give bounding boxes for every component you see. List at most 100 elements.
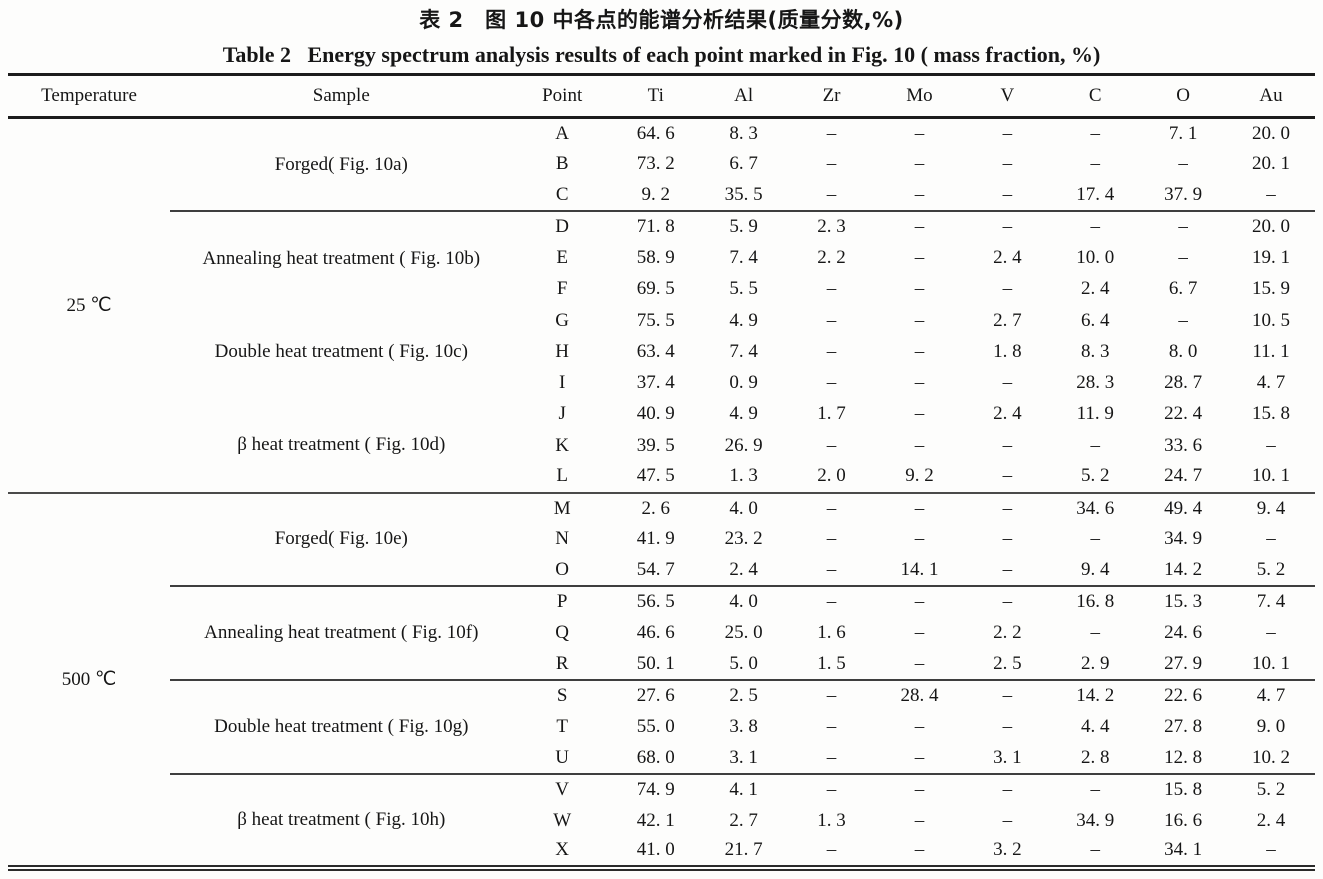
value-cell-al: 6. 7 (729, 153, 758, 175)
point-cell: J (558, 403, 566, 425)
value-cell-al: 3. 1 (699, 742, 788, 775)
value-cell-c: – (1090, 778, 1100, 800)
value-cell-mo: – (875, 180, 964, 213)
value-cell-mo: – (914, 591, 925, 613)
value-cell-al: 5. 9 (729, 216, 758, 238)
value-cell-o: – (1178, 153, 1188, 175)
value-cell-mo: – (914, 778, 925, 800)
value-cell-al: 7. 4 (729, 340, 758, 362)
value-cell-au: – (1266, 622, 1276, 644)
value-cell-au: – (1266, 839, 1276, 861)
value-cell-c: 8. 3 (1080, 340, 1110, 362)
value-cell-ti: 40. 9 (636, 403, 675, 425)
point-cell: F (556, 278, 568, 300)
temperature-cell: 500 ℃ (61, 668, 117, 690)
value-cell-c: 4. 4 (1080, 715, 1110, 737)
point-cell: H (555, 340, 570, 362)
value-cell-ti: 73. 2 (636, 153, 675, 175)
col-header-o: O (1139, 73, 1228, 119)
value-cell-al: 26. 9 (724, 434, 763, 456)
value-cell-mo: – (914, 216, 925, 238)
table-row-point-G: Double heat treatment ( Fig. 10c) G 75. 5 4… (8, 305, 1315, 362)
table-row-point-K: K 39. 5 26. 9 – – – – 33. 6 – (8, 430, 1315, 461)
value-cell-zr: – (787, 555, 876, 588)
value-cell-o: 22. 6 (1164, 685, 1203, 707)
table-row-point-C: C 9. 2 35. 5– – –17. 4 37. 9– (8, 180, 1315, 213)
value-cell-au: 20. 0 (1252, 122, 1291, 144)
value-cell-c: – (1090, 216, 1100, 238)
table-row-point-S: Double heat treatment ( Fig. 10g) S 27. 6 2… (8, 680, 1315, 775)
energy-spectrum-table: Temperature Sample Point Ti Al Zr Mo V C O Au 25 ℃… (8, 73, 1315, 871)
value-cell-ti: 47. 5 (611, 461, 700, 494)
value-cell-o: – (1178, 247, 1188, 269)
value-cell-mo: – (875, 742, 964, 775)
table-row-point-M: 500 ℃ Forged( Fig. 10e) M 2. 6 4. 0 – – – 34. 6 4… (8, 492, 1315, 690)
value-cell-ti: 41. 9 (636, 528, 675, 550)
value-cell-al: 5. 0 (699, 648, 788, 682)
point-cell: C (512, 180, 612, 213)
point-cell: R (512, 648, 612, 682)
value-cell-au: 20. 0 (1252, 216, 1291, 238)
value-cell-c: 34. 9 (1076, 809, 1115, 831)
value-cell-o: 37. 9 (1139, 180, 1228, 213)
value-cell-o: 34. 9 (1164, 528, 1203, 550)
value-cell-c: 2. 9 (1051, 648, 1140, 682)
value-cell-v: – (1002, 216, 1013, 238)
table-row-point-B: B 73. 2 6. 7 – – – – – 20. 1 (8, 149, 1315, 180)
table-row-point-D: Annealing heat treatment ( Fig. 10b) D 71.… (8, 211, 1315, 268)
value-cell-o: – (1178, 309, 1188, 331)
value-cell-al: 23. 2 (724, 528, 763, 550)
point-cell: K (555, 434, 570, 456)
col-header-au: Au (1227, 73, 1315, 119)
value-cell-au: 15. 8 (1252, 403, 1291, 425)
value-cell-o: 16. 6 (1164, 809, 1203, 831)
value-cell-ti: 64. 6 (636, 122, 675, 144)
value-cell-zr: – (826, 309, 837, 331)
value-cell-c: 5. 2 (1051, 461, 1140, 494)
col-header-mo: Mo (875, 73, 964, 119)
value-cell-ti: 58. 9 (636, 247, 675, 269)
table-row-point-H: H 63. 4 7. 4 – – 1. 8 8. 3 8. 0 11. 1 (8, 336, 1315, 367)
value-cell-c: 14. 2 (1076, 685, 1115, 707)
value-cell-v: – (1002, 778, 1013, 800)
value-cell-mo: – (875, 648, 964, 682)
value-cell-v: 1. 8 (993, 340, 1022, 362)
col-header-point: Point (512, 73, 612, 119)
value-cell-al: 2. 4 (699, 555, 788, 588)
value-cell-o: 12. 8 (1139, 742, 1228, 775)
value-cell-v: – (1002, 372, 1013, 394)
value-cell-v: – (1002, 715, 1013, 737)
value-cell-al: 0. 9 (729, 372, 758, 394)
value-cell-au: 9. 4 (1256, 497, 1286, 519)
value-cell-v: – (1002, 434, 1013, 456)
value-cell-mo: – (914, 153, 925, 175)
value-cell-mo: – (914, 528, 925, 550)
value-cell-al: 5. 5 (729, 278, 758, 300)
value-cell-c: – (1090, 528, 1100, 550)
value-cell-v: 2. 4 (993, 403, 1022, 425)
value-cell-al: 35. 5 (699, 180, 788, 213)
value-cell-au: 4. 7 (1256, 372, 1286, 394)
value-cell-mo: – (914, 278, 925, 300)
value-cell-c: 2. 4 (1080, 278, 1110, 300)
value-cell-ti: 74. 9 (636, 778, 675, 800)
value-cell-v: 2. 5 (963, 648, 1052, 682)
value-cell-zr: 1. 3 (817, 809, 846, 831)
col-header-zr: Zr (787, 73, 876, 119)
point-cell: S (556, 685, 568, 707)
value-cell-mo: 28. 4 (900, 685, 939, 707)
table-row-point-T: T 55. 0 3. 8 – – – 4. 4 27. 8 9. 0 (8, 711, 1315, 742)
value-cell-zr: 1. 7 (817, 403, 846, 425)
col-header-sample: Sample (170, 73, 513, 119)
value-cell-c: 9. 4 (1051, 555, 1140, 588)
value-cell-au: 15. 9 (1252, 278, 1291, 300)
table-row-point-F: F 69. 5 5. 5 – – – 2. 4 6. 7 15. 9 (8, 274, 1315, 305)
table-row-point-E: E 58. 9 7. 4 2. 2 – 2. 4 10. 0 – 19. 1 (8, 243, 1315, 274)
point-cell: O (512, 555, 612, 588)
temperature-cell: 25 ℃ (8, 117, 171, 494)
value-cell-o: 22. 4 (1164, 403, 1203, 425)
value-cell-ti: 69. 5 (636, 278, 675, 300)
value-cell-zr: – (826, 122, 837, 144)
value-cell-zr: – (826, 591, 837, 613)
point-cell: G (555, 309, 570, 331)
